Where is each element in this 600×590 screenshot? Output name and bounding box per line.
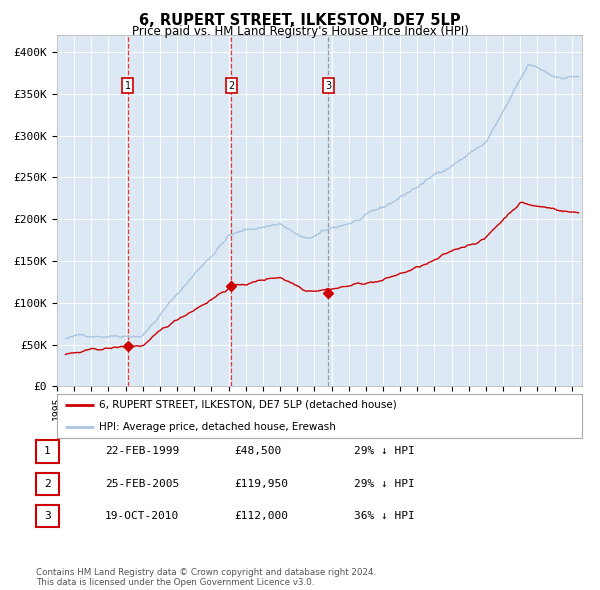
Text: £112,000: £112,000: [234, 512, 288, 521]
Text: 2: 2: [228, 81, 234, 90]
Text: 1: 1: [44, 447, 51, 456]
Text: 3: 3: [44, 512, 51, 521]
Text: 2: 2: [44, 479, 51, 489]
Text: 6, RUPERT STREET, ILKESTON, DE7 5LP: 6, RUPERT STREET, ILKESTON, DE7 5LP: [139, 13, 461, 28]
Text: Contains HM Land Registry data © Crown copyright and database right 2024.
This d: Contains HM Land Registry data © Crown c…: [36, 568, 376, 587]
Text: 6, RUPERT STREET, ILKESTON, DE7 5LP (detached house): 6, RUPERT STREET, ILKESTON, DE7 5LP (det…: [99, 399, 397, 409]
Text: 36% ↓ HPI: 36% ↓ HPI: [354, 512, 415, 521]
Text: 22-FEB-1999: 22-FEB-1999: [105, 447, 179, 456]
Text: £48,500: £48,500: [234, 447, 281, 456]
Text: Price paid vs. HM Land Registry's House Price Index (HPI): Price paid vs. HM Land Registry's House …: [131, 25, 469, 38]
Text: 3: 3: [325, 81, 331, 90]
Text: 29% ↓ HPI: 29% ↓ HPI: [354, 447, 415, 456]
Text: £119,950: £119,950: [234, 479, 288, 489]
Text: 29% ↓ HPI: 29% ↓ HPI: [354, 479, 415, 489]
Text: 19-OCT-2010: 19-OCT-2010: [105, 512, 179, 521]
Text: 25-FEB-2005: 25-FEB-2005: [105, 479, 179, 489]
Text: 1: 1: [125, 81, 131, 90]
Text: HPI: Average price, detached house, Erewash: HPI: Average price, detached house, Erew…: [99, 422, 336, 432]
